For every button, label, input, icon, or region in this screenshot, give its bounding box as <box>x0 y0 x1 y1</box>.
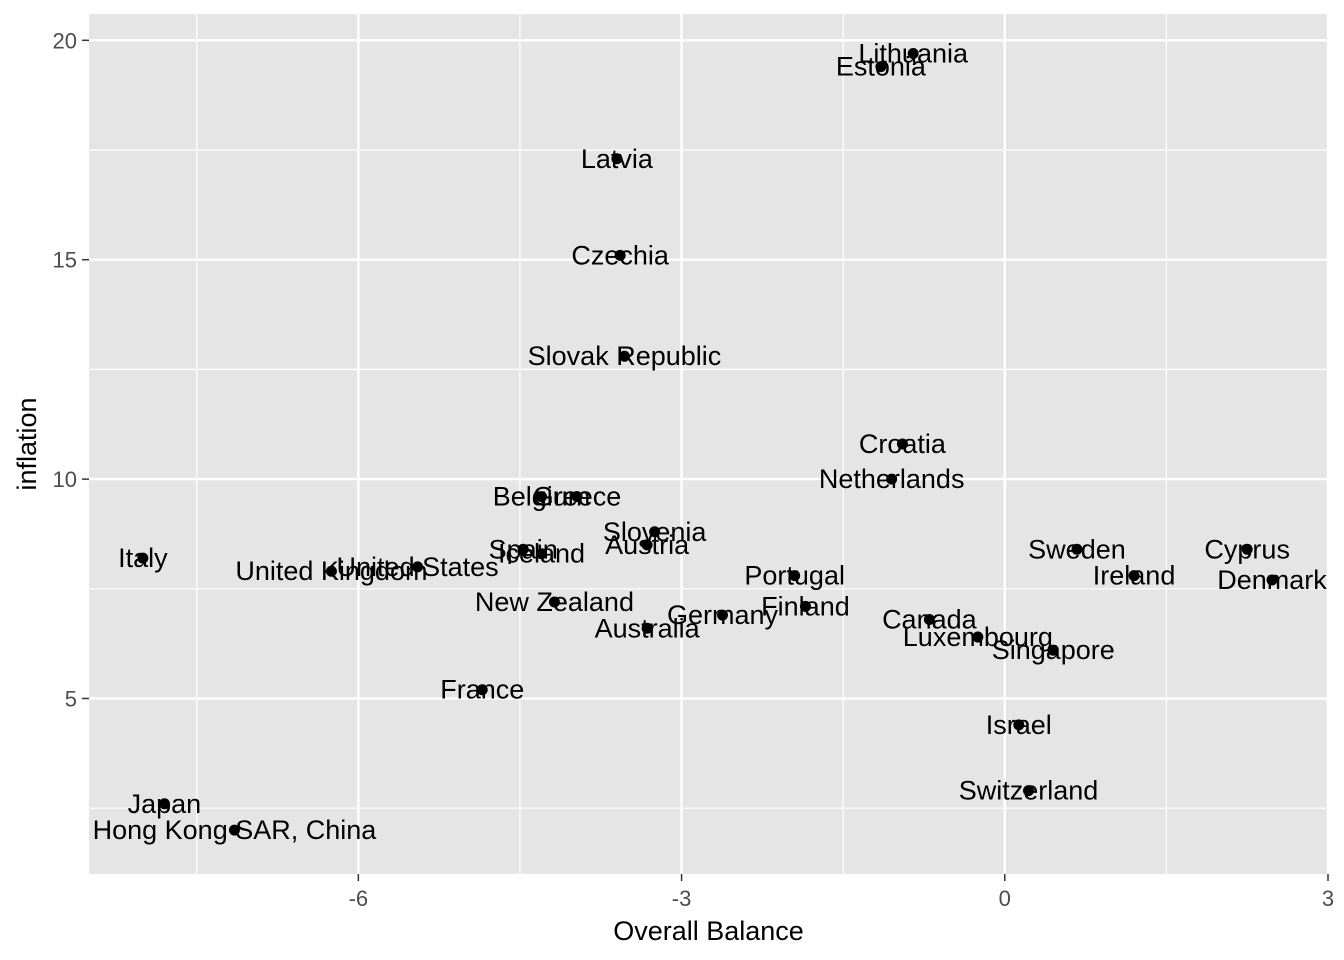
data-points <box>137 47 1278 836</box>
point-label: Latvia <box>581 144 654 174</box>
data-point <box>1241 543 1253 555</box>
data-point <box>641 539 653 551</box>
data-point <box>1047 644 1059 656</box>
x-tick-label: -3 <box>672 886 692 911</box>
point-label: Finland <box>761 591 850 621</box>
data-point <box>618 350 630 362</box>
y-tick-label: 10 <box>53 467 77 492</box>
point-label: Lithuania <box>858 38 969 68</box>
data-point <box>536 548 548 560</box>
y-axis-title: inflation <box>12 397 42 490</box>
data-point <box>228 824 240 836</box>
data-point <box>896 438 908 450</box>
y-tick-label: 20 <box>53 28 77 53</box>
point-label: Italy <box>118 543 168 573</box>
point-label: Germany <box>667 600 779 630</box>
point-label: Belgium <box>493 482 591 512</box>
point-label: Canada <box>882 605 978 635</box>
y-tick-label: 15 <box>53 248 77 273</box>
data-point <box>571 491 583 503</box>
data-point <box>649 526 661 538</box>
point-label: United States <box>337 552 499 582</box>
point-label: Slovenia <box>603 517 708 547</box>
point-label: Luxembourg <box>903 622 1053 652</box>
point-label: New Zealand <box>475 587 634 617</box>
y-tick-label: 5 <box>65 686 77 711</box>
data-point <box>412 561 424 573</box>
point-label: France <box>440 675 524 705</box>
x-axis-ticks: -6 -3 0 3 <box>349 874 1334 911</box>
data-point <box>158 798 170 810</box>
data-point <box>1128 570 1140 582</box>
minor-gridlines <box>89 14 1328 874</box>
point-label: Greece <box>533 482 622 512</box>
point-label: Ireland <box>1093 561 1176 591</box>
point-label: Cyprus <box>1204 534 1290 564</box>
x-tick-label: 3 <box>1322 886 1334 911</box>
point-label: Netherlands <box>819 464 965 494</box>
point-label: Austria <box>605 530 690 560</box>
point-label: Croatia <box>859 429 947 459</box>
data-point <box>1013 719 1025 731</box>
x-axis-title: Overall Balance <box>613 916 804 946</box>
point-label: Australia <box>595 613 701 643</box>
point-label: United Kingdom <box>235 556 427 586</box>
data-point <box>875 61 887 73</box>
data-point <box>972 631 984 643</box>
data-point <box>1266 574 1278 586</box>
data-point <box>476 684 488 696</box>
data-point <box>886 473 898 485</box>
x-tick-label: -6 <box>349 886 369 911</box>
point-label: Estonia <box>836 52 927 82</box>
data-point <box>1022 785 1034 797</box>
data-point <box>548 596 560 608</box>
data-point <box>614 249 626 261</box>
major-gridlines <box>89 14 1330 874</box>
data-point <box>789 570 801 582</box>
point-label: Singapore <box>992 635 1115 665</box>
point-label: Japan <box>128 789 202 819</box>
data-point <box>536 491 548 503</box>
point-label: Israel <box>986 710 1052 740</box>
point-label: Spain <box>489 534 558 564</box>
data-point <box>517 543 529 555</box>
point-label: Iceland <box>498 539 585 569</box>
y-axis-ticks: 5 10 15 20 <box>53 28 89 711</box>
data-point <box>611 153 623 165</box>
data-point <box>137 552 149 564</box>
data-point <box>799 600 811 612</box>
data-point <box>1071 543 1083 555</box>
point-label: Portugal <box>744 561 845 591</box>
plot-panel <box>89 14 1328 874</box>
point-label: Denmark <box>1217 565 1327 595</box>
point-label: Hong Kong SAR, China <box>93 815 378 845</box>
point-label: Czechia <box>571 240 670 270</box>
data-point <box>717 609 729 621</box>
data-point <box>325 565 337 577</box>
x-tick-label: 0 <box>999 886 1011 911</box>
point-label: Switzerland <box>959 776 1099 806</box>
data-point <box>923 614 935 626</box>
point-label: Slovak Republic <box>528 341 722 371</box>
data-point <box>641 622 653 634</box>
data-point <box>907 47 919 59</box>
point-label: Sweden <box>1028 534 1126 564</box>
